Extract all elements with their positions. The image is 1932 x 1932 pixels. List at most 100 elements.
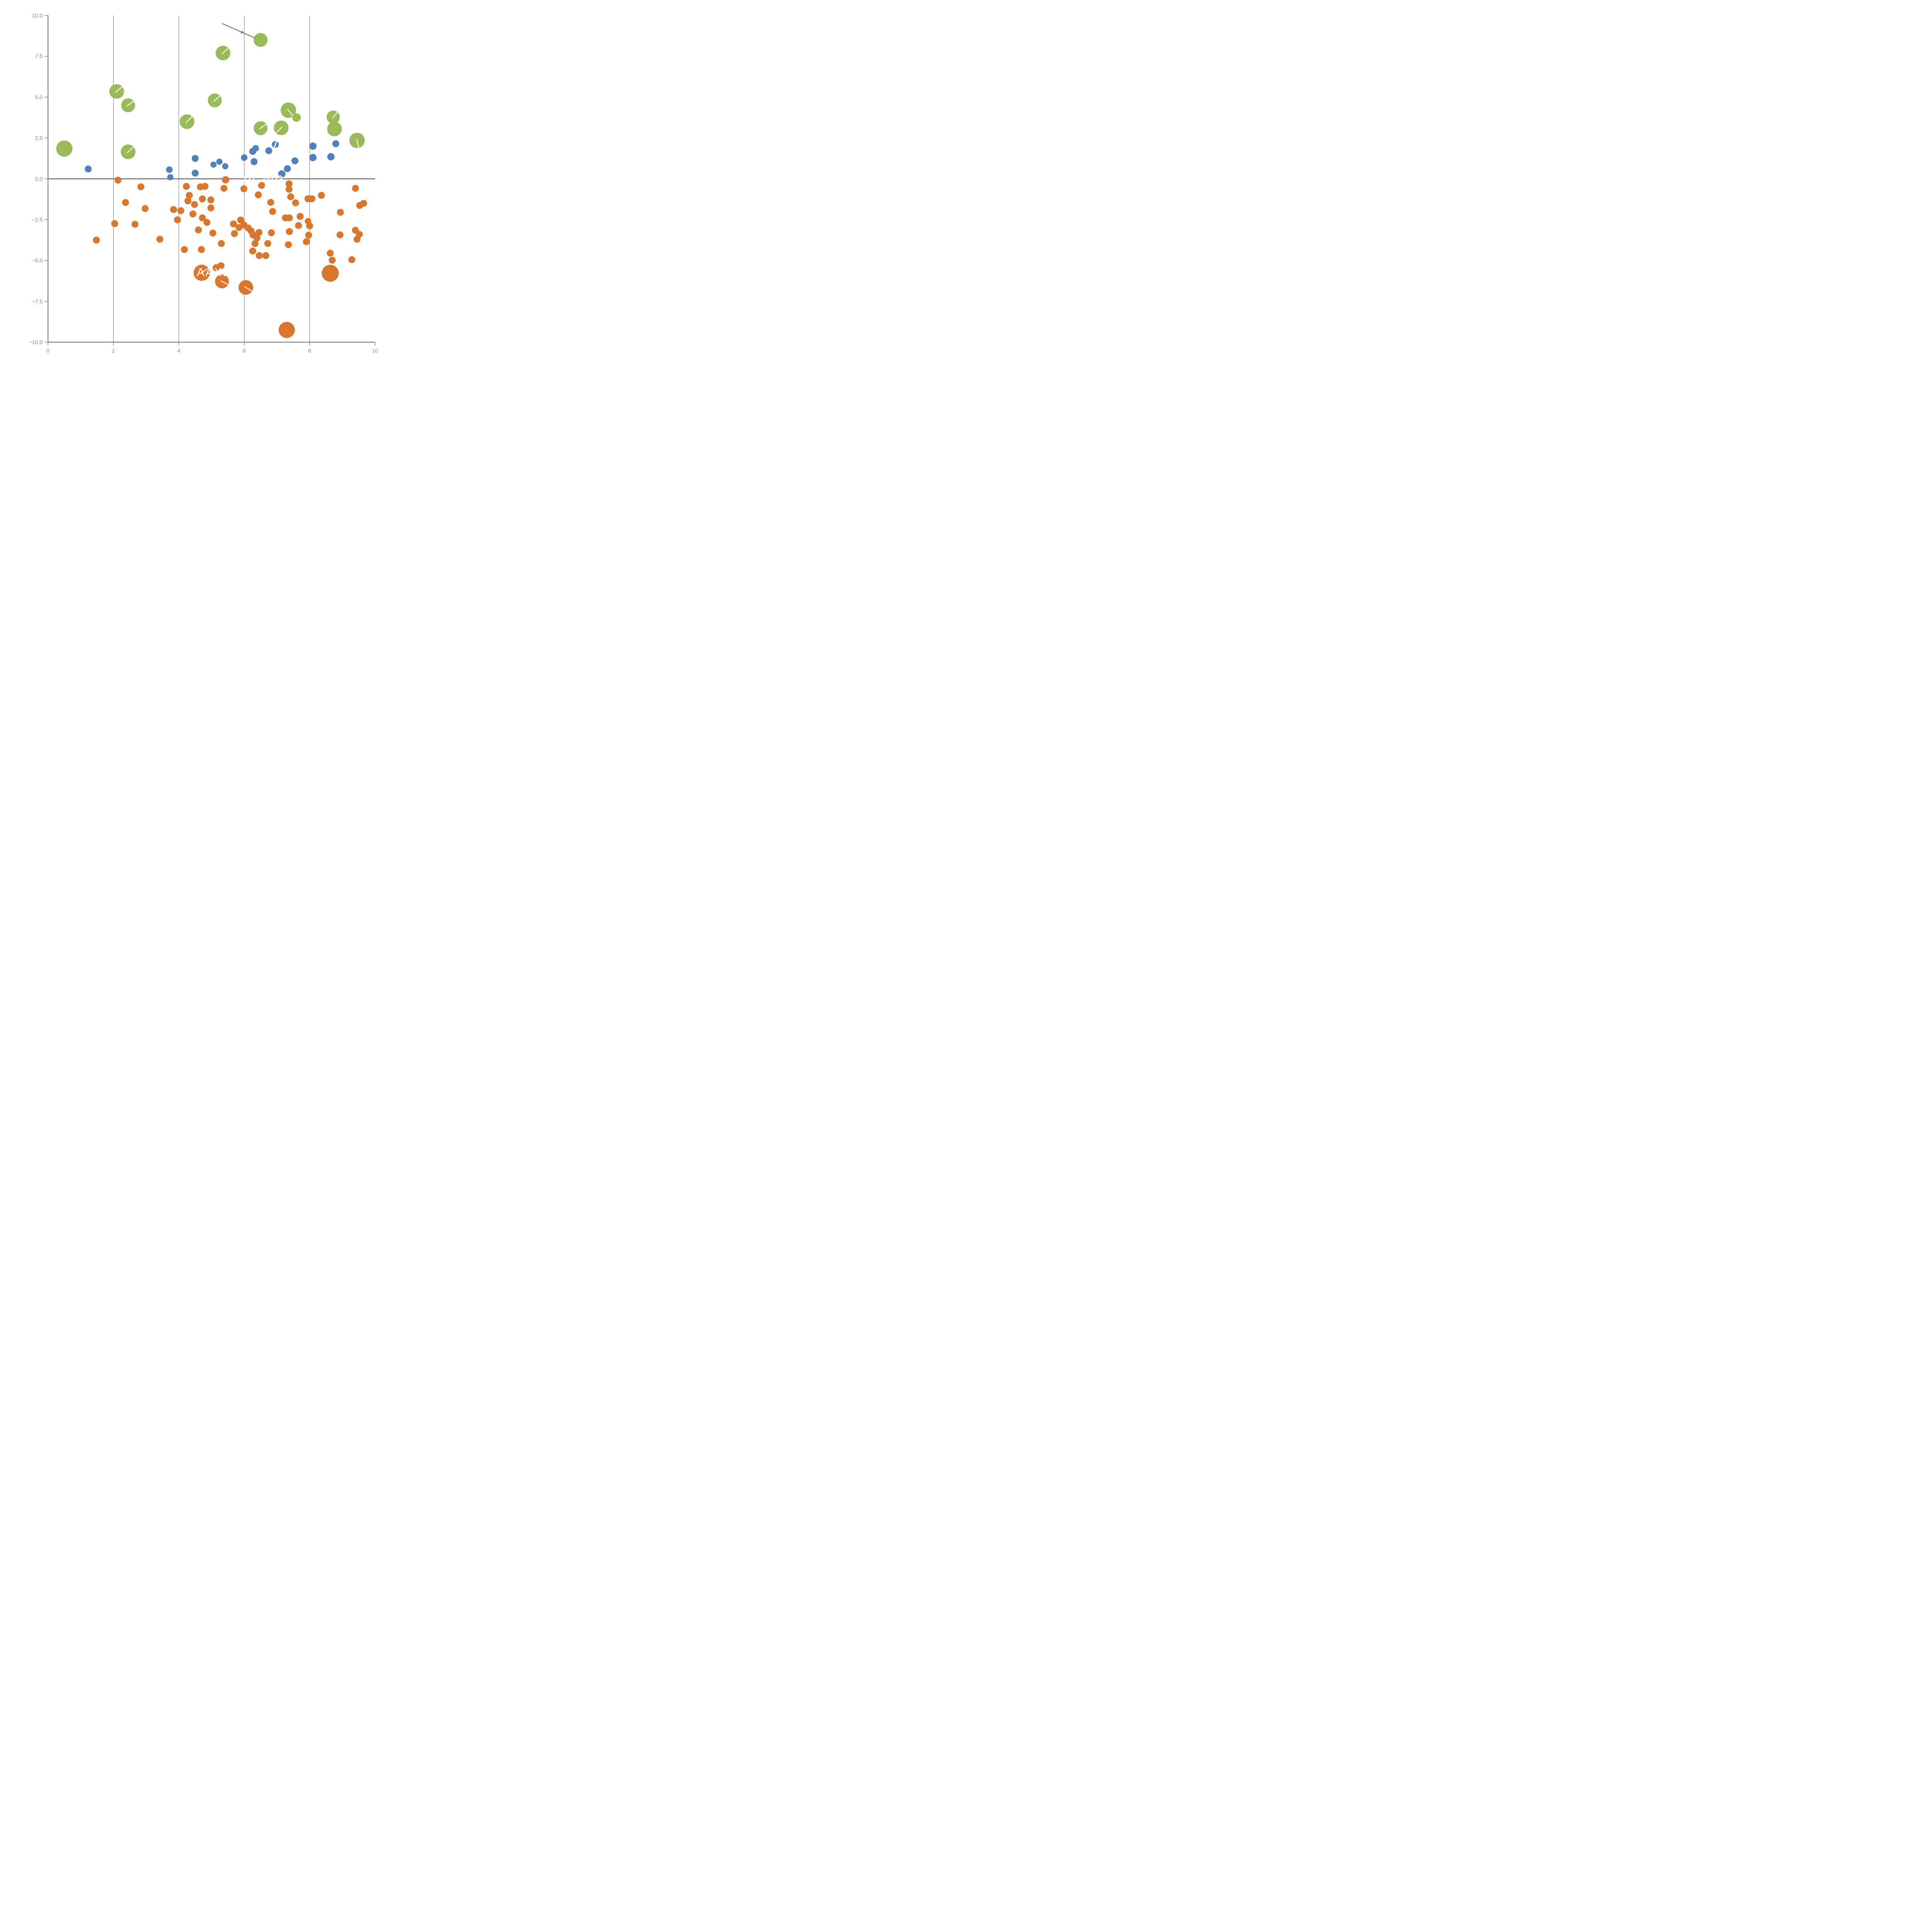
bubble-orange	[306, 222, 313, 230]
bubble-orange	[262, 252, 269, 259]
bubble-scatter-figure: 10.0 7.5 5.0 2.5 0.0 −2.5 −5.0 −7.5 −10.0 0 2 4 6 8 10…	[0, 0, 386, 386]
x-tick-label: 6	[243, 348, 246, 354]
bubble-orange	[308, 195, 316, 202]
bubble-orange	[199, 214, 206, 221]
bubble-orange	[170, 206, 177, 213]
bubble-blue	[216, 158, 223, 165]
bubble-slash-mark	[115, 86, 122, 93]
bubble-slash-mark	[220, 280, 228, 285]
bubble-orange	[177, 207, 184, 214]
bubble-blue	[284, 165, 291, 172]
bubble-blue	[192, 170, 199, 177]
bubble-slash-mark	[185, 116, 192, 123]
bubble-orange	[222, 176, 230, 184]
bubble-slash-mark	[276, 126, 283, 133]
bubble-orange	[287, 193, 294, 201]
bubble-orange	[237, 216, 244, 224]
bubble-orange	[184, 197, 192, 204]
bubble-orange	[122, 199, 129, 206]
bubble-orange	[296, 213, 304, 220]
bubble-slash-mark	[221, 48, 229, 54]
bubble-orange	[207, 204, 214, 212]
bubble-text-label-pgwr: PGWR	[243, 173, 284, 186]
bubble-blue	[241, 154, 248, 161]
bubble-orange	[240, 185, 248, 192]
bubble-orange	[174, 216, 181, 223]
bubble-orange	[337, 209, 344, 216]
bubble-blue	[222, 163, 228, 170]
bubble-orange	[305, 231, 312, 239]
bubble-orange	[191, 201, 198, 208]
x-tick-label: 0	[46, 348, 49, 354]
bubble-blue	[252, 145, 259, 152]
bubble-blue	[85, 165, 92, 173]
bubble-orange	[203, 219, 211, 226]
bubble-orange	[255, 229, 263, 236]
bubble-orange	[285, 241, 292, 248]
bubble-orange	[255, 252, 263, 259]
bubble-blue	[327, 153, 335, 161]
bubble-slash-mark	[126, 100, 134, 107]
bubble-orange	[111, 220, 118, 227]
bubble-orange	[268, 229, 275, 236]
bubble-orange	[185, 192, 193, 199]
y-tick-label: 10.0	[32, 12, 43, 19]
bubble-orange	[230, 220, 237, 228]
bubble-orange	[267, 199, 274, 206]
bubble-green	[327, 121, 342, 136]
bubble-orange	[183, 183, 190, 190]
bubble-green	[292, 113, 301, 122]
bubble-slash-mark	[126, 146, 134, 153]
y-tick-label: −7.5	[32, 298, 43, 304]
bubble-slash-mark	[332, 112, 338, 119]
bubble-orange	[181, 246, 188, 253]
y-tick-label: 7.5	[35, 53, 43, 60]
bubble-orange	[189, 210, 197, 218]
x-tick-label: 8	[308, 348, 311, 354]
bubble-orange	[318, 192, 325, 199]
bubble-blue	[309, 154, 317, 162]
bubble-orange	[348, 256, 355, 264]
bubble-blue	[210, 162, 217, 168]
bubble-orange	[258, 182, 265, 189]
y-tick-label: −2.5	[32, 217, 43, 223]
bubble-orange	[327, 250, 334, 257]
bubble-orange	[156, 236, 163, 243]
bubble-text-label-aaxb: AAXB	[197, 266, 231, 279]
y-tick-label: 5.0	[35, 94, 43, 100]
bubble-orange	[220, 185, 228, 192]
bubble-orange	[286, 214, 293, 221]
bubble-orange	[279, 321, 295, 338]
y-tick-label: 2.5	[35, 135, 43, 141]
bubble-slash-mark	[356, 139, 359, 148]
bubble-orange	[352, 185, 359, 192]
bubble-green	[253, 33, 268, 47]
bubble-blue	[250, 158, 258, 165]
bubble-orange	[286, 228, 293, 235]
bubble-orange	[217, 262, 224, 269]
bubble-blue	[265, 147, 272, 155]
bubble-orange	[199, 195, 206, 202]
bubble-slash-mark	[259, 124, 267, 129]
bubble-orange	[195, 226, 202, 234]
bubble-blue	[332, 140, 340, 147]
x-tick-label: 10	[372, 348, 378, 354]
bubble-orange	[354, 236, 361, 243]
y-tick-label: 0.0	[35, 176, 43, 182]
bubble-slash-mark	[287, 109, 294, 116]
bubble-blue	[192, 155, 199, 162]
leader-line	[271, 136, 279, 155]
bubble-slash-mark	[244, 286, 252, 292]
bubble-blue	[309, 142, 317, 150]
y-tick-label: −10.0	[29, 339, 43, 345]
bubble-blue	[291, 157, 299, 165]
bubble-orange	[292, 199, 299, 206]
bubble-orange	[285, 180, 293, 187]
bubble-blue	[167, 174, 173, 180]
bubble-orange	[321, 265, 339, 282]
bubble-orange	[231, 230, 238, 237]
bubble-orange	[269, 208, 276, 215]
scatter-plot-canvas: 10.0 7.5 5.0 2.5 0.0 −2.5 −5.0 −7.5 −10.00 2 4 6 8 10…	[29, 12, 378, 354]
bubble-blue	[278, 170, 286, 178]
y-tick-label: −5.0	[32, 257, 43, 264]
